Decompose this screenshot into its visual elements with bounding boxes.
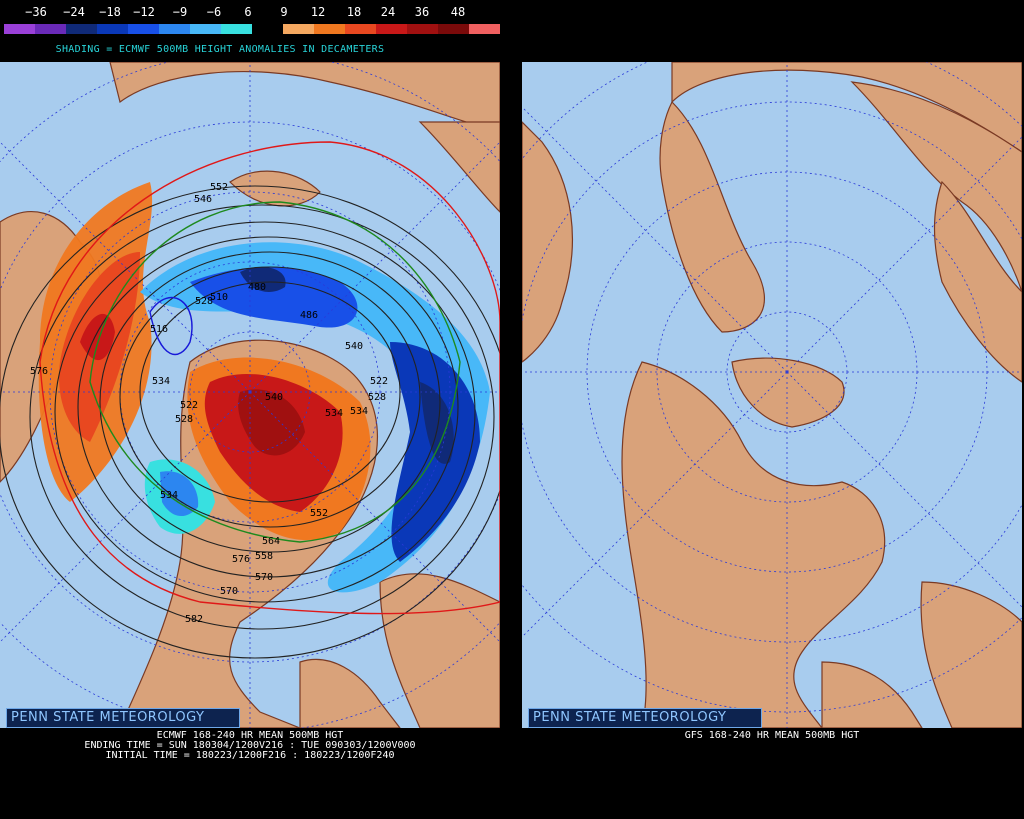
contour-label: 516 bbox=[150, 324, 168, 335]
colorbar-swatch bbox=[376, 24, 407, 34]
contour-label: 510 bbox=[210, 292, 228, 303]
ecmwf-map-svg: 546 552 510 480 486 528 516 522 528 534 … bbox=[0, 62, 500, 728]
anomaly-colorbar: −36 −24 −18 −12 −9 −6 6 9 12 18 24 36 48 bbox=[4, 0, 500, 40]
colorbar-label: −24 bbox=[63, 5, 85, 19]
contour-labels: 546 552 510 480 486 528 516 522 528 534 … bbox=[30, 182, 388, 625]
special-contours bbox=[39, 141, 500, 615]
contour-label: 570 bbox=[220, 586, 238, 597]
colorbar-label: 6 bbox=[244, 5, 252, 19]
colorbar-swatch bbox=[438, 24, 469, 34]
colorbar-swatches bbox=[4, 24, 500, 34]
colorbar-swatch bbox=[4, 24, 35, 34]
colorbar-label: −18 bbox=[99, 5, 121, 19]
colorbar-swatch bbox=[252, 24, 283, 34]
shading-subtitle: SHADING = ECMWF 500MB HEIGHT ANOMALIES I… bbox=[55, 44, 385, 55]
colorbar-swatch bbox=[66, 24, 97, 34]
height-contours bbox=[0, 185, 500, 659]
colorbar-label: 24 bbox=[380, 5, 396, 19]
contour-label: 534 bbox=[325, 408, 343, 419]
colorbar-label: 18 bbox=[346, 5, 362, 19]
colorbar-label: 48 bbox=[450, 5, 466, 19]
colorbar-swatch bbox=[97, 24, 128, 34]
anomaly-shading bbox=[38, 182, 490, 593]
colorbar-swatch bbox=[128, 24, 159, 34]
colorbar-swatch bbox=[407, 24, 438, 34]
colorbar-label: −6 bbox=[206, 5, 222, 19]
contour-label: 552 bbox=[310, 508, 328, 519]
colorbar-swatch bbox=[283, 24, 314, 34]
caption-line: GFS 168-240 HR MEAN 500MB HGT bbox=[684, 730, 860, 741]
colorbar-swatch bbox=[314, 24, 345, 34]
contour-label: 528 bbox=[195, 296, 213, 307]
contour-label: 570 bbox=[255, 572, 273, 583]
ecmwf-map: 546 552 510 480 486 528 516 522 528 534 … bbox=[0, 62, 500, 728]
caption-line: INITIAL TIME = 180223/1200F216 : 180223/… bbox=[105, 750, 395, 761]
contour-label: 534 bbox=[350, 406, 368, 417]
colorbar-label: −36 bbox=[25, 5, 47, 19]
caption-line: ENDING TIME = SUN 180304/1200V216 : TUE … bbox=[84, 740, 416, 751]
contour-label: 564 bbox=[262, 536, 280, 547]
colorbar-swatch bbox=[345, 24, 376, 34]
colorbar-swatch bbox=[190, 24, 221, 34]
caption-line: ECMWF 168-240 HR MEAN 500MB HGT bbox=[156, 730, 344, 741]
contour-label: 522 bbox=[180, 400, 198, 411]
credit-text: PENN STATE METEOROLOGY bbox=[533, 710, 727, 725]
colorbar-label: −12 bbox=[133, 5, 155, 19]
gfs-panel: PENN STATE METEOROLOGY GFS 168-240 HR ME… bbox=[522, 0, 1024, 819]
gfs-map-svg bbox=[522, 62, 1022, 728]
contour-label: 546 bbox=[194, 194, 212, 205]
contour-label: 528 bbox=[368, 392, 386, 403]
credit-box: PENN STATE METEOROLOGY bbox=[6, 708, 240, 728]
contour-label: 534 bbox=[152, 376, 170, 387]
colorbar-label: 12 bbox=[310, 5, 326, 19]
lat-lon-grid bbox=[522, 62, 1022, 728]
panel-divider bbox=[502, 0, 522, 819]
colorbar-swatch bbox=[159, 24, 190, 34]
contour-label: 540 bbox=[265, 392, 283, 403]
contour-label: 486 bbox=[300, 310, 318, 321]
contour-label: 558 bbox=[255, 551, 273, 562]
colorbar-label: 9 bbox=[280, 5, 288, 19]
colorbar-label: −9 bbox=[172, 5, 188, 19]
contour-label: 528 bbox=[175, 414, 193, 425]
colorbar-label: 36 bbox=[414, 5, 430, 19]
land-masses bbox=[522, 62, 1022, 728]
gfs-map: PENN STATE METEOROLOGY bbox=[522, 62, 1022, 728]
contour-label: 552 bbox=[210, 182, 228, 193]
colorbar-swatch bbox=[35, 24, 66, 34]
credit-box: PENN STATE METEOROLOGY bbox=[528, 708, 762, 728]
credit-text: PENN STATE METEOROLOGY bbox=[11, 710, 205, 725]
ecmwf-panel: −36 −24 −18 −12 −9 −6 6 9 12 18 24 36 48… bbox=[0, 0, 502, 819]
contour-label: 480 bbox=[248, 282, 266, 293]
contour-label: 522 bbox=[370, 376, 388, 387]
colorbar-swatch bbox=[221, 24, 252, 34]
contour-label: 576 bbox=[232, 554, 250, 565]
contour-label: 582 bbox=[185, 614, 203, 625]
contour-label: 534 bbox=[160, 490, 178, 501]
colorbar-swatch bbox=[469, 24, 500, 34]
contour-label: 576 bbox=[30, 366, 48, 377]
contour-label: 540 bbox=[345, 341, 363, 352]
